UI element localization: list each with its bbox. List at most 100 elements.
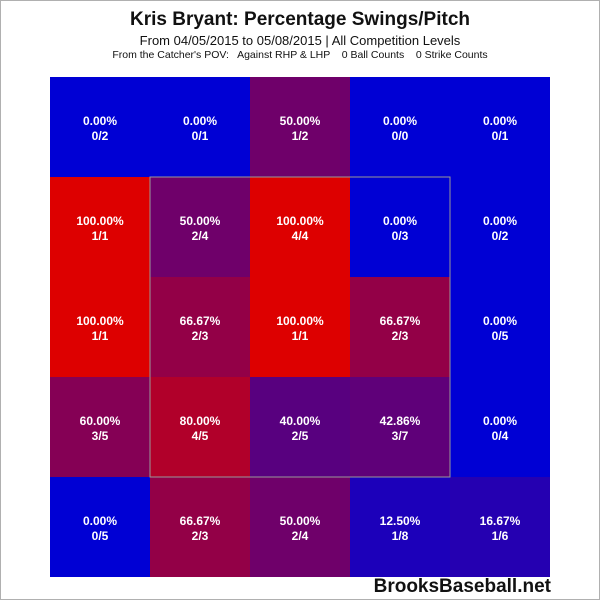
zone-cell-pct-label: 100.00% xyxy=(76,314,124,328)
zone-cell-fill xyxy=(450,77,550,177)
zone-cell-pct-label: 0.00% xyxy=(83,514,117,528)
chart-subtitle: From 04/05/2015 to 05/08/2015 | All Comp… xyxy=(139,33,461,48)
zone-cell-fill xyxy=(250,177,350,277)
zone-cell-pct-label: 40.00% xyxy=(280,414,321,428)
zone-cell-r3-c1: 80.00%4/5 xyxy=(150,377,250,477)
zone-cell-pct-label: 50.00% xyxy=(280,514,321,528)
zone-cell-r2-c3: 66.67%2/3 xyxy=(350,277,450,377)
zone-cell-fill xyxy=(150,477,250,577)
zone-cell-fill xyxy=(250,477,350,577)
zone-cell-fill xyxy=(450,277,550,377)
zone-cell-count-label: 1/8 xyxy=(392,529,409,543)
zone-cell-count-label: 0/4 xyxy=(492,429,509,443)
zone-cell-pct-label: 66.67% xyxy=(180,314,221,328)
zone-cell-count-label: 0/1 xyxy=(192,129,209,143)
zone-cell-r1-c1: 50.00%2/4 xyxy=(150,177,250,277)
zone-cell-fill xyxy=(450,477,550,577)
zone-cell-pct-label: 100.00% xyxy=(76,214,124,228)
zone-cell-count-label: 0/5 xyxy=(492,329,509,343)
zone-cell-fill xyxy=(150,277,250,377)
zone-cell-fill xyxy=(350,77,450,177)
zone-cell-count-label: 1/1 xyxy=(92,229,109,243)
zone-cell-count-label: 1/1 xyxy=(292,329,309,343)
zone-cell-r0-c4: 0.00%0/1 xyxy=(450,77,550,177)
zone-cell-count-label: 2/3 xyxy=(192,329,209,343)
zone-cell-count-label: 0/1 xyxy=(492,129,509,143)
zone-cell-r4-c2: 50.00%2/4 xyxy=(250,477,350,577)
zone-cell-count-label: 0/0 xyxy=(392,129,409,143)
zone-cell-fill xyxy=(350,277,450,377)
zone-cell-pct-label: 50.00% xyxy=(280,114,321,128)
zone-cell-fill xyxy=(250,377,350,477)
zone-cell-fill xyxy=(350,377,450,477)
zone-cell-count-label: 2/5 xyxy=(292,429,309,443)
zone-cell-pct-label: 0.00% xyxy=(483,314,517,328)
zone-cell-fill xyxy=(250,277,350,377)
zone-cell-fill xyxy=(50,177,150,277)
zone-cell-pct-label: 0.00% xyxy=(483,114,517,128)
zone-cell-count-label: 0/2 xyxy=(492,229,509,243)
zone-cell-count-label: 4/5 xyxy=(192,429,209,443)
zone-cell-fill xyxy=(50,377,150,477)
zone-cell-pct-label: 0.00% xyxy=(383,214,417,228)
zone-cell-count-label: 1/2 xyxy=(292,129,309,143)
zone-cell-pct-label: 12.50% xyxy=(380,514,421,528)
zone-cell-count-label: 0/5 xyxy=(92,529,109,543)
zone-cell-count-label: 2/3 xyxy=(192,529,209,543)
zone-cell-fill xyxy=(150,177,250,277)
zone-cell-pct-label: 0.00% xyxy=(383,114,417,128)
zone-cell-r1-c4: 0.00%0/2 xyxy=(450,177,550,277)
zone-cell-pct-label: 100.00% xyxy=(276,314,324,328)
zone-cell-count-label: 3/5 xyxy=(92,429,109,443)
zone-cell-r1-c2: 100.00%4/4 xyxy=(250,177,350,277)
zone-cell-fill xyxy=(450,177,550,277)
zone-cell-pct-label: 0.00% xyxy=(483,214,517,228)
zone-cell-pct-label: 42.86% xyxy=(380,414,421,428)
zone-cell-pct-label: 66.67% xyxy=(380,314,421,328)
brooksbaseball-watermark: BrooksBaseball.net xyxy=(373,576,551,597)
zone-cell-count-label: 3/7 xyxy=(392,429,409,443)
zone-cell-pct-label: 60.00% xyxy=(80,414,121,428)
zone-cell-fill xyxy=(450,377,550,477)
zone-cell-pct-label: 16.67% xyxy=(480,514,521,528)
zone-cell-r2-c2: 100.00%1/1 xyxy=(250,277,350,377)
zone-cell-count-label: 2/4 xyxy=(292,529,309,543)
zone-cell-pct-label: 66.67% xyxy=(180,514,221,528)
zone-cell-fill xyxy=(250,77,350,177)
chart-title: Kris Bryant: Percentage Swings/Pitch xyxy=(130,9,470,30)
chart-filters: From the Catcher's POV: Against RHP & LH… xyxy=(112,49,488,61)
zone-cell-fill xyxy=(50,477,150,577)
zone-cell-count-label: 1/6 xyxy=(492,529,509,543)
zone-cell-r4-c3: 12.50%1/8 xyxy=(350,477,450,577)
zone-cell-r1-c0: 100.00%1/1 xyxy=(50,177,150,277)
zone-cell-r3-c2: 40.00%2/5 xyxy=(250,377,350,477)
zone-cell-r3-c3: 42.86%3/7 xyxy=(350,377,450,477)
zone-cell-r4-c0: 0.00%0/5 xyxy=(50,477,150,577)
zone-cell-pct-label: 0.00% xyxy=(83,114,117,128)
zone-cell-pct-label: 0.00% xyxy=(483,414,517,428)
zone-cell-fill xyxy=(150,77,250,177)
zone-cell-count-label: 2/3 xyxy=(392,329,409,343)
zone-cell-r3-c0: 60.00%3/5 xyxy=(50,377,150,477)
zone-cell-fill xyxy=(350,177,450,277)
zone-cell-count-label: 0/2 xyxy=(92,129,109,143)
zone-cell-r3-c4: 0.00%0/4 xyxy=(450,377,550,477)
zone-cell-r4-c4: 16.67%1/6 xyxy=(450,477,550,577)
zone-cell-r2-c4: 0.00%0/5 xyxy=(450,277,550,377)
zone-cell-r0-c3: 0.00%0/0 xyxy=(350,77,450,177)
zone-cell-r2-c1: 66.67%2/3 xyxy=(150,277,250,377)
zone-cell-r2-c0: 100.00%1/1 xyxy=(50,277,150,377)
zone-cell-fill xyxy=(150,377,250,477)
zone-cell-count-label: 0/3 xyxy=(392,229,409,243)
zone-cell-fill xyxy=(50,277,150,377)
zone-cell-fill xyxy=(350,477,450,577)
zone-cell-pct-label: 80.00% xyxy=(180,414,221,428)
zone-cell-fill xyxy=(50,77,150,177)
zone-cell-pct-label: 50.00% xyxy=(180,214,221,228)
zone-cell-r4-c1: 66.67%2/3 xyxy=(150,477,250,577)
zone-cell-r0-c0: 0.00%0/2 xyxy=(50,77,150,177)
zone-cell-count-label: 2/4 xyxy=(192,229,209,243)
zone-cell-r0-c2: 50.00%1/2 xyxy=(250,77,350,177)
zone-cell-count-label: 4/4 xyxy=(292,229,309,243)
